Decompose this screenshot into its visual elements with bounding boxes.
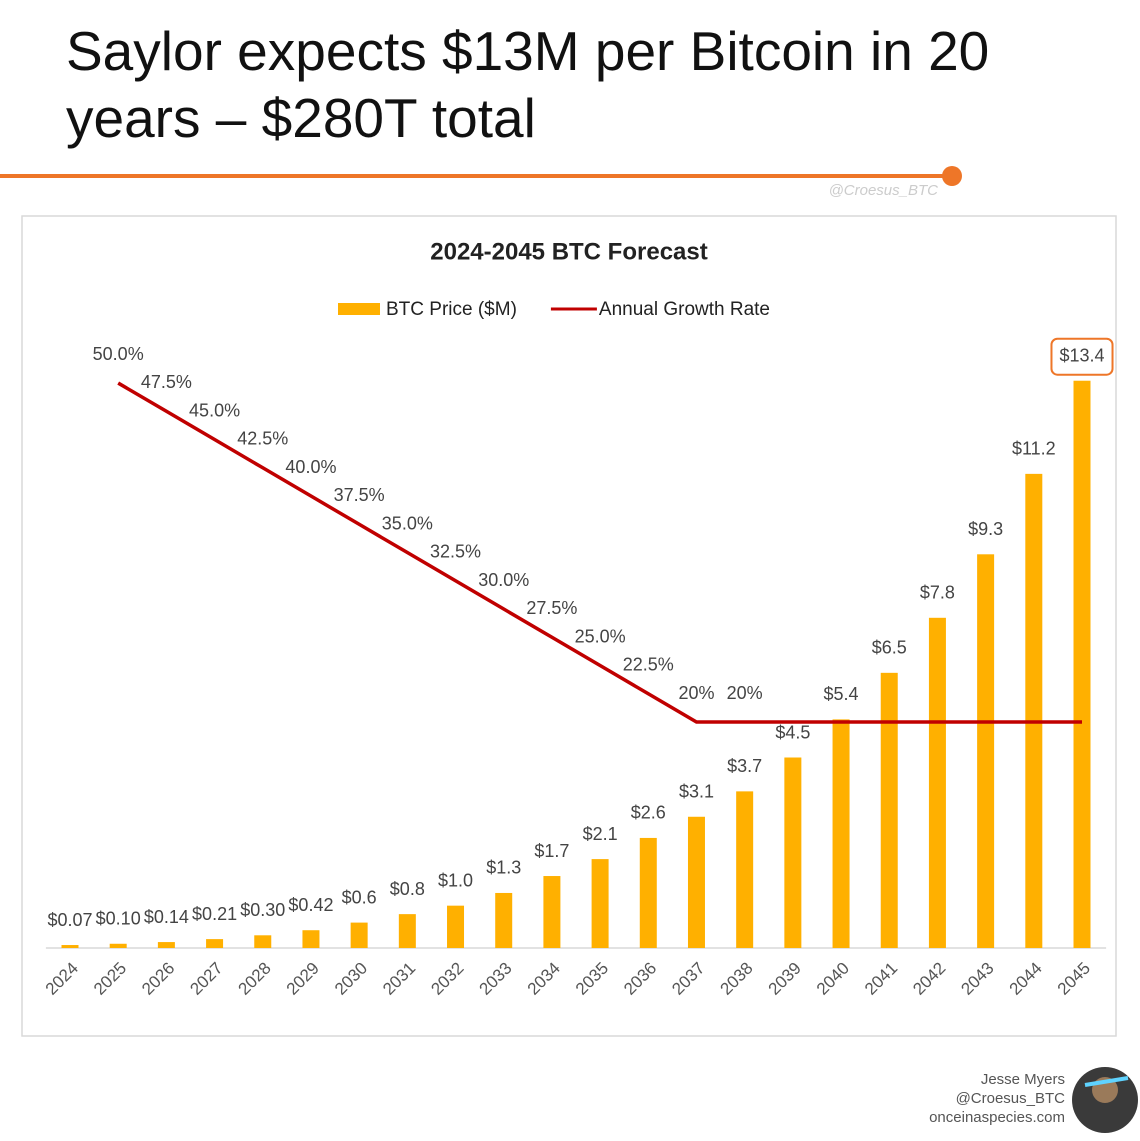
bar xyxy=(206,939,224,948)
data-label: 47.5% xyxy=(141,372,192,392)
bar xyxy=(350,922,368,948)
line xyxy=(117,381,1082,724)
bar xyxy=(398,914,416,948)
chart-title: 2024-2045 BTC Forecast xyxy=(430,238,707,265)
bar xyxy=(109,943,127,948)
data-label: 20% xyxy=(678,683,714,703)
bar xyxy=(832,719,850,948)
page-title: Saylor expects $13M per Bitcoin in 20 ye… xyxy=(66,20,990,149)
footer-author: Jesse Myers xyxy=(981,1071,1065,1088)
bar xyxy=(591,859,609,948)
bar xyxy=(784,757,802,948)
bar xyxy=(1073,380,1091,948)
data-label: $2.1 xyxy=(583,824,618,844)
bar xyxy=(157,942,175,948)
data-label: 30.0% xyxy=(478,570,529,590)
data-label: $9.3 xyxy=(968,519,1003,539)
data-label: 22.5% xyxy=(623,655,674,675)
data-label: $0.10 xyxy=(96,909,141,929)
bar xyxy=(1025,473,1043,948)
avatar-detail xyxy=(1084,1076,1129,1087)
bar xyxy=(302,930,320,948)
data-label: $5.4 xyxy=(824,684,859,704)
bar xyxy=(977,554,995,948)
data-label: 25.0% xyxy=(575,626,626,646)
data-label: $0.42 xyxy=(288,895,333,915)
data-label: 50.0% xyxy=(93,344,144,364)
bar xyxy=(736,791,754,948)
legend-label: Annual Growth Rate xyxy=(599,299,770,320)
divider-dot xyxy=(942,166,962,186)
legend: BTC Price ($M) Annual Growth Rate xyxy=(338,299,770,320)
data-label: $11.2 xyxy=(1012,439,1056,459)
data-label: 35.0% xyxy=(382,513,433,533)
data-label: $3.1 xyxy=(679,782,714,802)
bar xyxy=(880,672,898,948)
data-label: $1.7 xyxy=(534,841,569,861)
data-label: 37.5% xyxy=(334,485,385,505)
data-label: $1.0 xyxy=(438,870,473,890)
footer-site: onceinaspecies.com xyxy=(929,1109,1065,1126)
bar xyxy=(61,945,79,948)
data-label: 40.0% xyxy=(285,457,336,477)
bar xyxy=(687,816,705,948)
data-label: $0.07 xyxy=(47,910,92,930)
bar xyxy=(639,837,657,948)
data-label: $0.6 xyxy=(342,887,377,907)
data-label: $7.8 xyxy=(920,583,955,603)
legend-swatch xyxy=(338,303,380,315)
data-label: $0.8 xyxy=(390,879,425,899)
data-label: 42.5% xyxy=(237,429,288,449)
watermark: @Croesus_BTC xyxy=(829,182,939,199)
legend-label: BTC Price ($M) xyxy=(386,299,517,320)
data-label: $6.5 xyxy=(872,638,907,658)
data-label: 45.0% xyxy=(189,400,240,420)
data-label: $13.4 xyxy=(1059,345,1104,365)
data-label: 20% xyxy=(727,683,763,703)
highlight-box xyxy=(1050,337,1114,376)
footer-handle: @Croesus_BTC xyxy=(956,1090,1066,1107)
data-label: $0.21 xyxy=(192,904,237,924)
bar xyxy=(447,905,465,948)
data-label: $0.30 xyxy=(240,900,285,920)
bar xyxy=(543,876,561,948)
bar xyxy=(495,892,513,948)
data-label: 32.5% xyxy=(430,542,481,562)
data-label: $4.5 xyxy=(775,722,810,742)
data-label: 27.5% xyxy=(526,598,577,618)
bar xyxy=(254,935,272,948)
data-label: $0.14 xyxy=(144,907,189,927)
bar xyxy=(928,617,946,948)
data-label: $2.6 xyxy=(631,803,666,823)
data-label: $3.7 xyxy=(727,756,762,776)
data-label: $1.3 xyxy=(486,858,521,878)
